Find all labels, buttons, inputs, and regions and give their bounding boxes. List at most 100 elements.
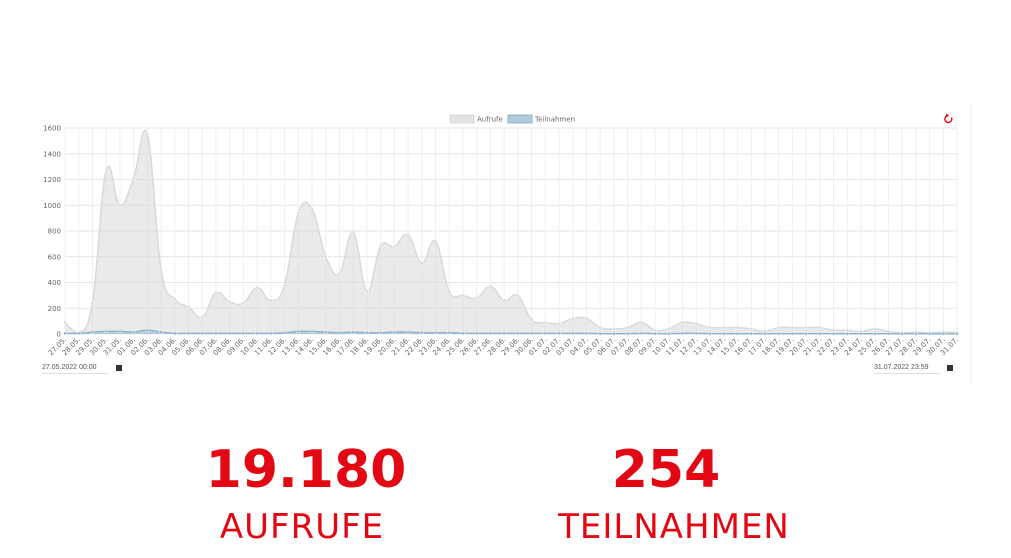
data-point [214, 331, 218, 336]
data-point [557, 321, 561, 326]
data-point [776, 325, 781, 330]
data-point [282, 283, 287, 287]
data-point [612, 327, 616, 331]
data-point [570, 331, 575, 336]
data-point [859, 331, 863, 336]
data-point [900, 331, 904, 336]
data-point [584, 331, 589, 336]
data-point [461, 293, 465, 298]
data-point [543, 320, 548, 325]
data-point [543, 331, 548, 336]
data-point [680, 331, 685, 336]
legend-swatch [507, 114, 533, 124]
y-tick-label: 400 [48, 279, 61, 287]
y-tick-label: 600 [48, 253, 61, 261]
reset-arrow[interactable] [946, 113, 949, 118]
data-point [941, 331, 946, 336]
data-point [749, 327, 754, 331]
data-point [310, 329, 314, 334]
data-point [666, 327, 671, 331]
y-tick-label: 1600 [43, 125, 61, 133]
calendar-body[interactable] [116, 365, 122, 371]
data-point [118, 329, 122, 334]
data-point [735, 331, 740, 336]
calendar-icon[interactable] [116, 365, 122, 371]
data-point [790, 331, 795, 336]
data-point [104, 329, 109, 334]
date-from-input[interactable]: 27.05.2022 00:00 [42, 362, 108, 374]
data-point [625, 325, 630, 330]
data-point [406, 233, 410, 237]
data-point [447, 330, 452, 335]
data-point [694, 321, 699, 326]
data-point [708, 331, 712, 336]
calendar-icon[interactable] [947, 365, 953, 371]
data-point [337, 330, 342, 335]
chart-panel [40, 102, 971, 384]
data-point [639, 331, 644, 336]
data-point [419, 261, 424, 266]
chart: 0200400600800100012001400160027.05.28.05… [40, 102, 972, 384]
data-point [845, 331, 850, 336]
data-point [817, 325, 822, 330]
data-point [461, 331, 465, 336]
data-point [516, 331, 520, 336]
data-point [502, 298, 506, 303]
data-point [913, 331, 918, 336]
data-point [474, 331, 479, 336]
data-point [790, 325, 795, 330]
data-point [351, 230, 356, 235]
data-point [241, 301, 246, 305]
data-point [886, 331, 891, 336]
data-point [927, 331, 932, 336]
data-point [63, 320, 67, 325]
data-point [625, 331, 630, 336]
stat-label: AUFRUFE [219, 507, 385, 547]
stat-value: 19.180 [205, 440, 407, 500]
data-point [296, 329, 301, 334]
calendar-body[interactable] [947, 365, 953, 371]
data-point [721, 331, 726, 336]
data-point [955, 331, 959, 336]
legend-swatch [449, 114, 475, 124]
reset-icon[interactable] [944, 113, 953, 124]
data-point [447, 289, 452, 294]
data-point [172, 331, 177, 336]
data-point [570, 316, 575, 321]
data-point [214, 290, 218, 295]
data-point [186, 331, 191, 336]
data-point [378, 244, 383, 249]
data-point [323, 254, 328, 259]
data-point [131, 330, 136, 334]
data-point [516, 293, 520, 298]
data-point [145, 328, 150, 332]
data-point [612, 331, 616, 336]
data-point [639, 320, 644, 325]
data-point [653, 331, 657, 336]
data-point [817, 331, 822, 336]
y-tick-label: 800 [48, 228, 61, 236]
data-point [118, 203, 122, 208]
data-point [488, 284, 493, 289]
data-point [227, 299, 232, 304]
data-point [392, 244, 397, 249]
y-tick-label: 1200 [43, 176, 61, 184]
y-tick-label: 200 [48, 305, 61, 313]
data-point [351, 330, 356, 334]
data-point [159, 267, 163, 272]
data-point [488, 331, 493, 336]
data-point [804, 325, 808, 330]
date-to-input[interactable]: 31.07.2022 23:59 [874, 362, 940, 374]
data-point [200, 315, 205, 320]
data-point [433, 330, 438, 335]
data-point [378, 330, 383, 335]
data-point [845, 328, 850, 332]
data-point [529, 317, 534, 322]
data-point [365, 330, 369, 335]
data-point [241, 331, 246, 336]
stat-label: TEILNAHMEN [558, 507, 790, 547]
data-point [200, 331, 205, 336]
data-point [323, 330, 328, 334]
data-point [90, 301, 95, 305]
data-point [721, 325, 726, 330]
